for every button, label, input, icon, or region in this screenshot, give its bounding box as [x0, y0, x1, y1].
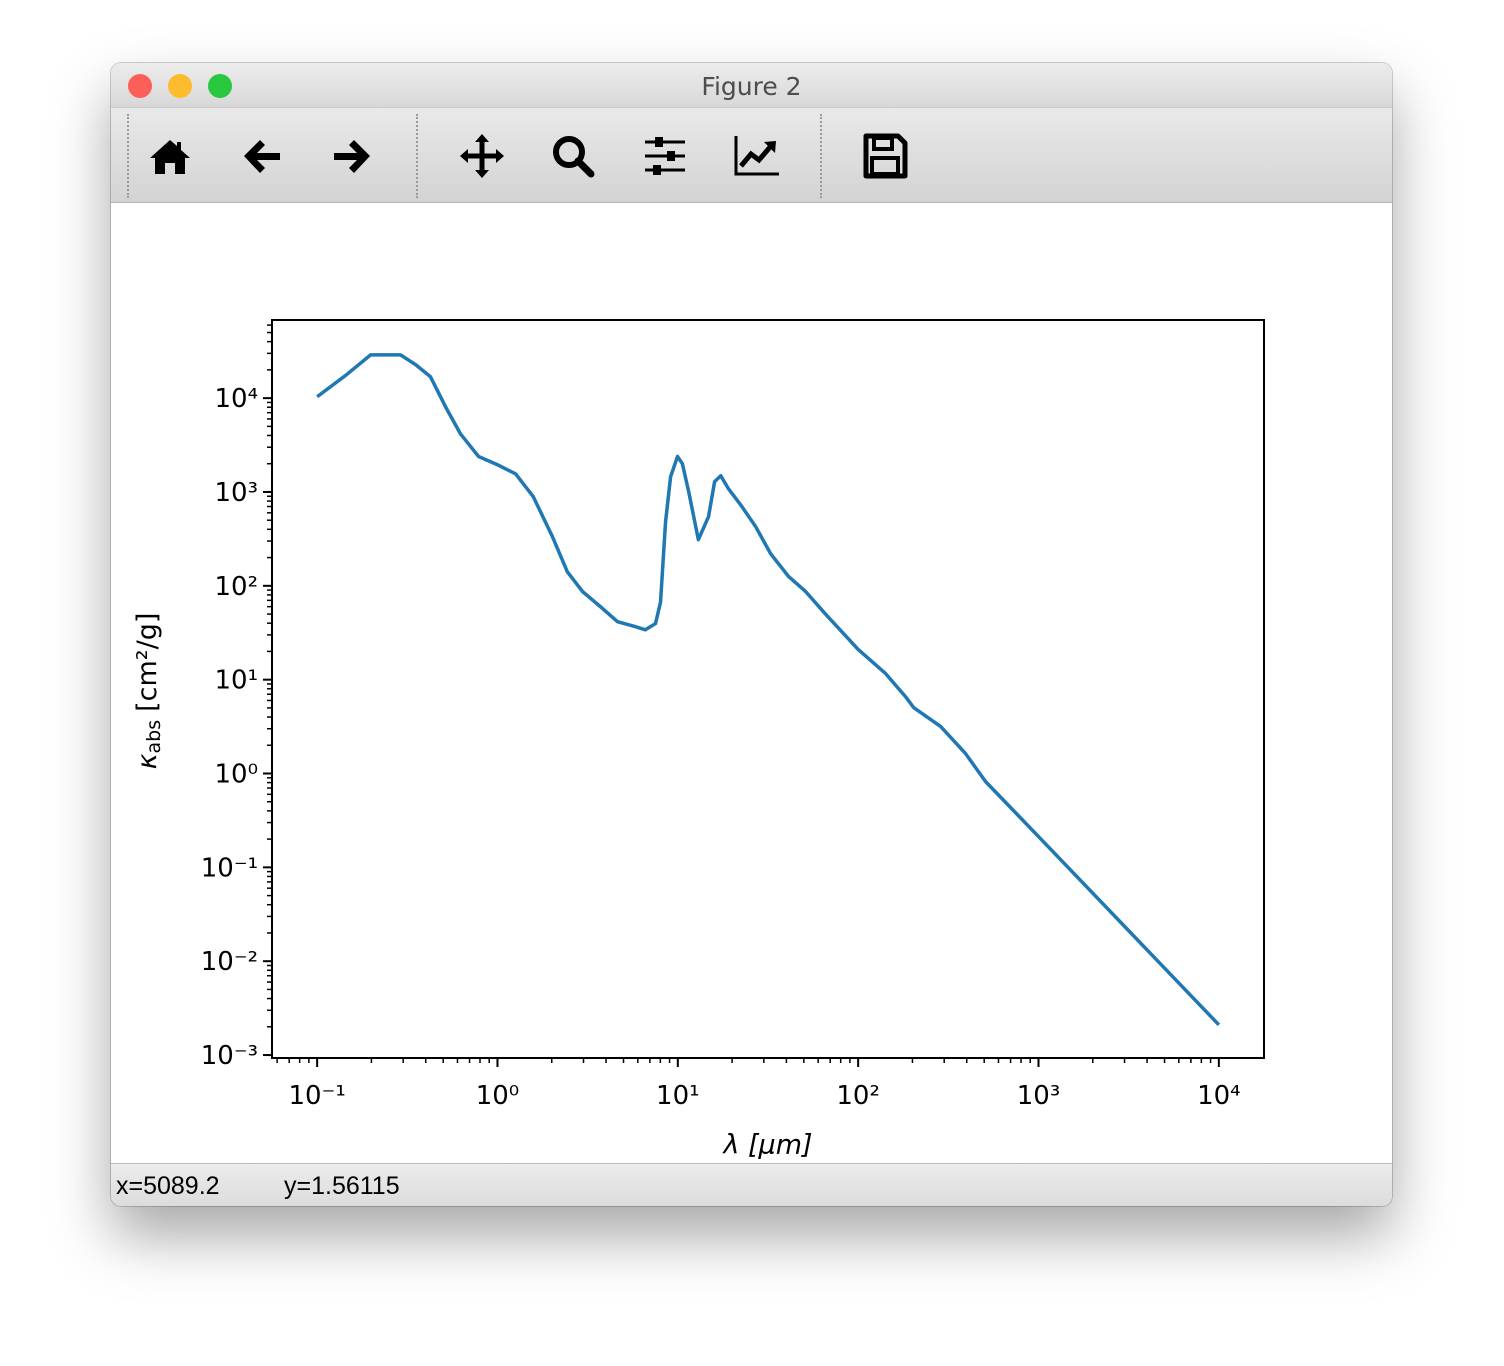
home-button[interactable] — [146, 132, 194, 180]
x-axis-label: λ [μm] — [721, 1130, 812, 1161]
pan-button[interactable] — [458, 132, 506, 180]
x-tick-label: 10³ — [1017, 1081, 1061, 1111]
y-tick-label: 10⁴ — [214, 384, 258, 414]
y-tick-label: 10² — [214, 572, 258, 602]
zoom-button[interactable] — [208, 74, 232, 98]
y-tick-label: 10⁻² — [201, 947, 258, 977]
x-tick-label: 10¹ — [656, 1081, 700, 1111]
status-x: x=5089.2 — [116, 1172, 220, 1200]
back-button[interactable] — [238, 132, 286, 180]
separator — [820, 114, 822, 198]
figure-background — [111, 203, 1392, 1164]
window: Figure 2 λ [μm] κabs [cm²/g] 10⁻¹ 10⁰ 10¹ 10… — [111, 63, 1392, 1206]
x-tick-label: 10⁰ — [476, 1081, 520, 1111]
y-label-subscript: abs — [143, 720, 165, 754]
y-label-unit: [cm²/g] — [132, 613, 163, 712]
x-tick-label: 10⁻¹ — [289, 1081, 346, 1111]
data-line — [316, 353, 1221, 1027]
y-tick-label: 10⁰ — [214, 760, 258, 790]
zoom-tool-button[interactable] — [549, 132, 597, 180]
x-tick-label: 10² — [836, 1081, 880, 1111]
axes-edit-button[interactable] — [733, 132, 781, 180]
status-y: y=1.56115 — [284, 1172, 400, 1200]
separator — [416, 114, 418, 198]
minimize-button[interactable] — [168, 74, 192, 98]
toolbar — [111, 108, 1392, 203]
save-button[interactable] — [861, 132, 909, 180]
y-tick-label: 10⁻¹ — [201, 853, 258, 883]
y-label-symbol: κ — [132, 753, 163, 769]
window-title: Figure 2 — [701, 72, 802, 101]
y-axis-label: κabs [cm²/g] — [132, 613, 165, 770]
configure-button[interactable] — [641, 132, 689, 180]
forward-button[interactable] — [328, 132, 376, 180]
close-button[interactable] — [128, 74, 152, 98]
figure: λ [μm] κabs [cm²/g] 10⁻¹ 10⁰ 10¹ 10² 10³ 10⁴ 10… — [111, 203, 1392, 1164]
title-bar: Figure 2 — [111, 63, 1392, 108]
y-tick-label: 10¹ — [214, 666, 258, 696]
y-tick-label: 10⁻³ — [201, 1041, 258, 1071]
status-bar: x=5089.2 y=1.56115 — [111, 1163, 1392, 1206]
toolbar-handle — [127, 114, 129, 198]
axes-frame — [271, 319, 1265, 1059]
y-tick-label: 10³ — [214, 478, 258, 508]
x-tick-label: 10⁴ — [1197, 1081, 1241, 1111]
